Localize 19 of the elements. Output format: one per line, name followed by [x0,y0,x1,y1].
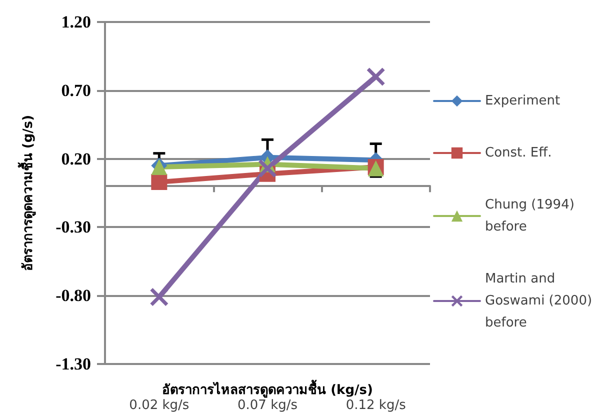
y-tick-label: -0.80 [56,286,91,306]
y-axis-title: อัตราการดูดความชื้น (g/s) [17,114,36,272]
legend-label: Chung (1994) before [485,198,579,234]
x-axis-title: อัตราการไหลสารดูดความชื้น (kg/s) [162,379,373,398]
x-tick-label: 0.12 kg/s [346,398,406,412]
point [150,288,168,306]
x-tick-label: 0.02 kg/s [129,398,190,412]
legend-label: Martin and Goswami (2000) before [485,272,596,330]
point [151,174,168,190]
point [258,159,276,178]
y-tick-label: 0.70 [61,80,91,100]
point [366,68,385,86]
y-tick-label: -1.30 [56,354,91,374]
y-tick-label: 1.20 [61,12,91,32]
legend-label: Experiment [485,94,560,108]
legend-label: Const. Eff. [485,146,552,160]
y-tick-label: -0.30 [56,218,91,237]
x-tick-label: 0.07 kg/s [237,398,298,412]
y-tick-label: 0.20 [61,149,91,168]
